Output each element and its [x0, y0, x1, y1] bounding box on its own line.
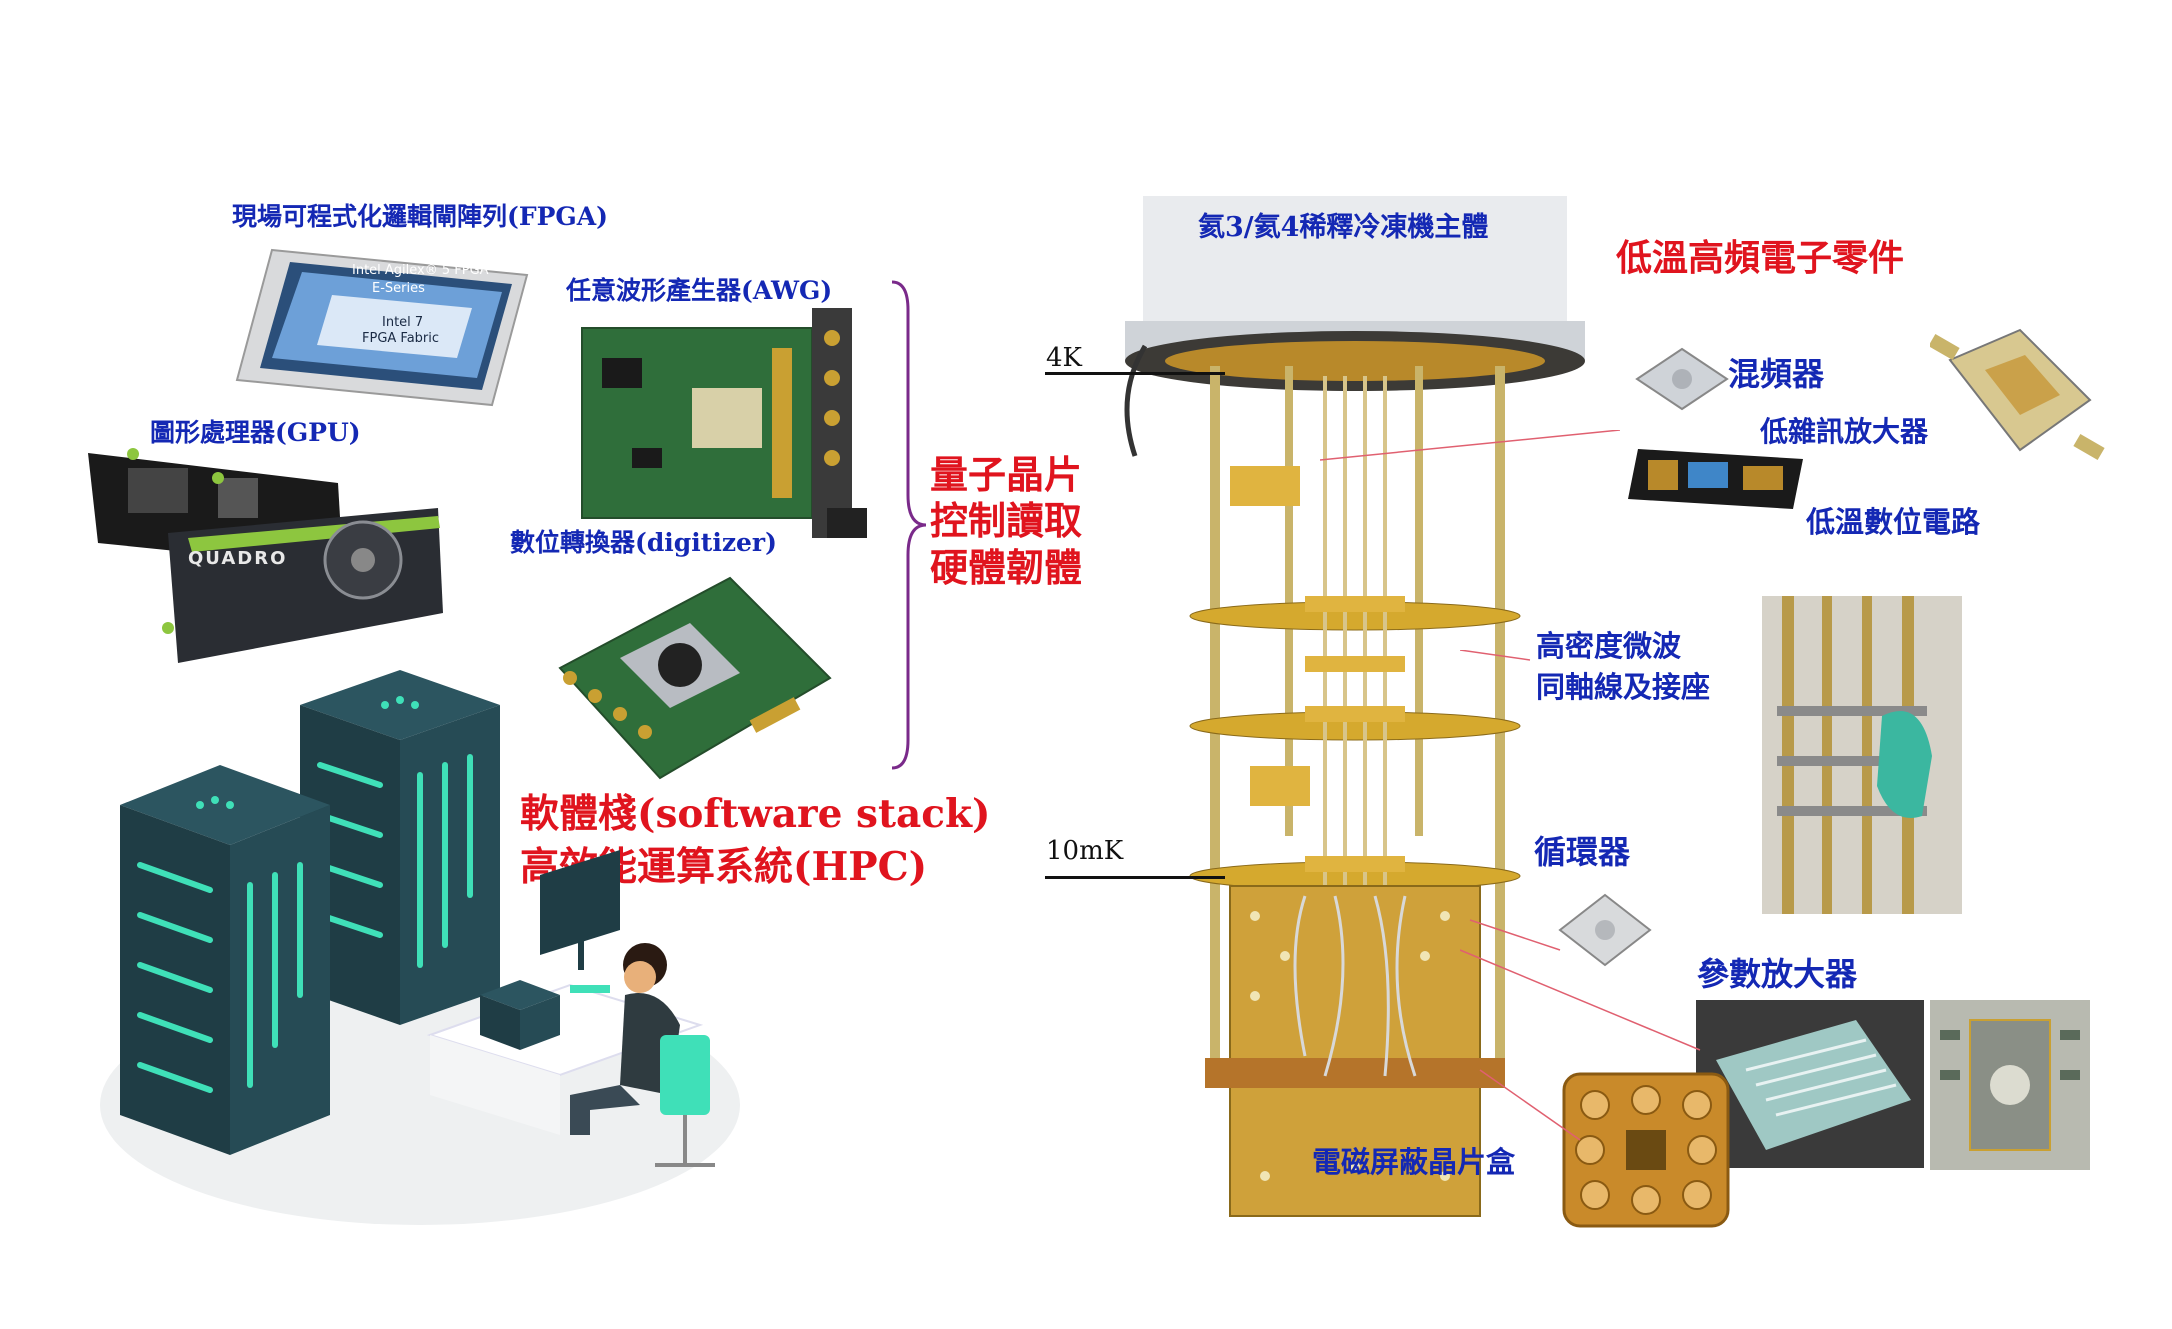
gpu-brand-text: QUADRO [188, 548, 288, 569]
leader-line [1320, 430, 1620, 470]
lna-image [1930, 320, 2110, 490]
sample-box-label: 電磁屏蔽晶片盒 [1312, 1145, 1516, 1179]
fpga-chip-text: Intel 7 [382, 315, 424, 330]
circulator-image [1555, 890, 1655, 970]
fpga-chip-text: E-Series [372, 281, 425, 296]
sample-box-image [1560, 1070, 1732, 1230]
stage-10mk-label: 10mK [1046, 836, 1124, 866]
gpu-card-image: QUADRO [88, 448, 448, 668]
fpga-chip-text: FPGA Fabric [362, 331, 440, 346]
mixer-label: 混頻器 [1728, 355, 1825, 393]
awg-label: 任意波形產生器(AWG) [566, 276, 833, 305]
cryo-electronics-title: 低溫高頻電子零件 [1616, 237, 1905, 279]
awg-card-image [572, 308, 872, 548]
stage-10mk-line [1045, 876, 1225, 879]
control-hardware-label: 量子晶片 控制讀取 硬體韌體 [930, 452, 1082, 591]
pointer-lines [1460, 650, 1780, 1170]
control-label-line: 控制讀取 [930, 498, 1083, 544]
stage-4k-label: 4K [1046, 343, 1082, 373]
control-label-line: 量子晶片 [930, 452, 1083, 497]
cryo-cmos-label: 低溫數位電路 [1806, 505, 1981, 539]
digitizer-card-image [540, 568, 840, 788]
fpga-label: 現場可程式化邏輯閘陣列(FPGA) [232, 202, 608, 231]
coax-label: 高密度微波 同軸線及接座 [1536, 626, 1710, 707]
stage-4k-line [1045, 372, 1225, 375]
fridge-body-label: 氦3/氦4稀釋冷凍機主體 [1198, 212, 1489, 243]
paramp-layout-image [1930, 1000, 2090, 1170]
dilution-fridge-image [1055, 196, 1655, 1246]
control-label-line: 硬體韌體 [930, 544, 1083, 590]
circulator-label: 循環器 [1534, 833, 1631, 871]
lna-label: 低雜訊放大器 [1760, 415, 1929, 448]
gpu-label: 圖形處理器(GPU) [150, 418, 361, 447]
cryo-cmos-chip-image [1628, 444, 1808, 514]
coax-label-line: 同軸線及接座 [1536, 669, 1711, 704]
fpga-chip-text: Intel Agilex® 5 FPGA [352, 263, 489, 278]
coax-label-line: 高密度微波 [1536, 629, 1682, 663]
hpc-illustration [100, 665, 780, 1225]
software-stack-label: 軟體棧(software stack) [520, 791, 991, 837]
fpga-chip-image: Intel Agilex® 5 FPGA E-Series Intel 7 FP… [232, 240, 532, 410]
mixer-image [1632, 344, 1732, 414]
digitizer-label: 數位轉換器(digitizer) [510, 528, 777, 557]
grouping-brace [890, 280, 930, 770]
paramp-label: 參數放大器 [1697, 955, 1858, 993]
coax-photo [1762, 596, 1962, 914]
paramp-chip-image [1696, 1000, 1924, 1168]
